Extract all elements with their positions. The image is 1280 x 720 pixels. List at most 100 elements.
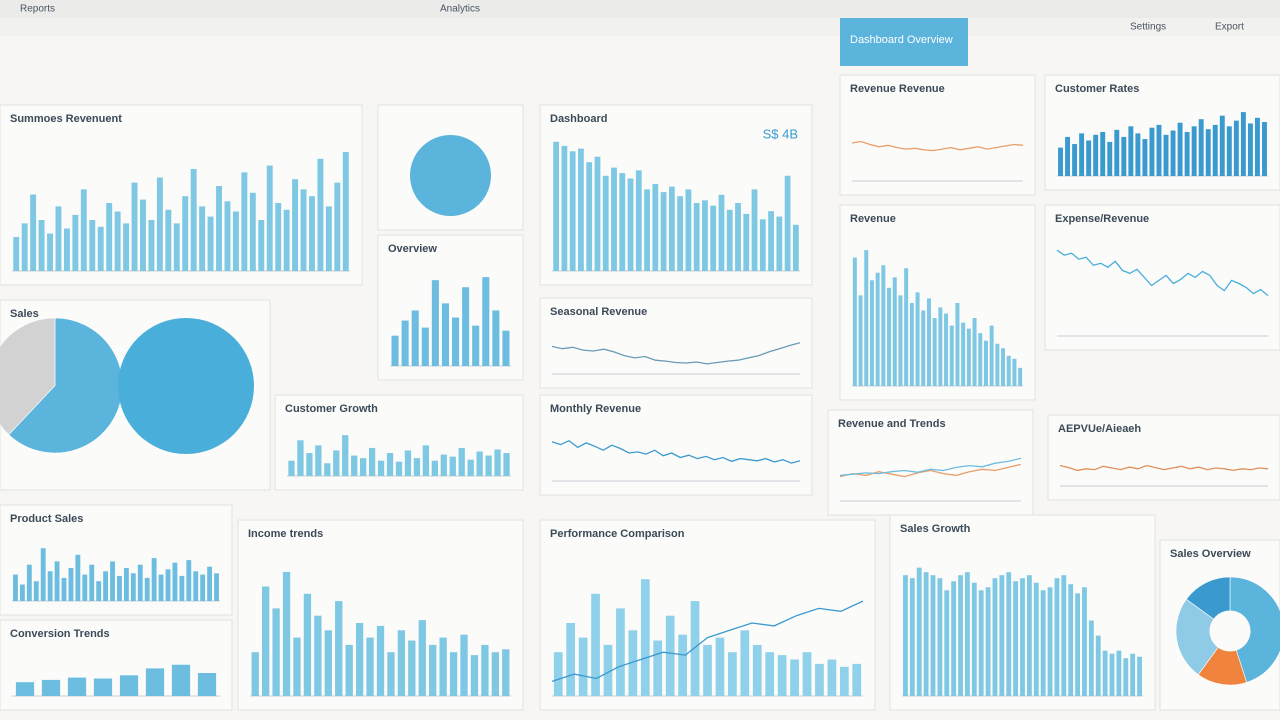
bar bbox=[892, 277, 897, 386]
nav-item[interactable]: Export bbox=[1215, 22, 1244, 33]
bar bbox=[190, 169, 197, 271]
bar bbox=[1262, 122, 1267, 176]
bar bbox=[864, 250, 869, 386]
active-tab[interactable] bbox=[840, 18, 968, 66]
bar bbox=[1226, 126, 1232, 176]
bar bbox=[1121, 136, 1127, 176]
bar bbox=[875, 272, 880, 386]
nav-item[interactable]: Reports bbox=[20, 4, 55, 15]
bar bbox=[685, 189, 692, 271]
bar bbox=[494, 449, 501, 476]
bar bbox=[1135, 133, 1141, 176]
bar bbox=[342, 152, 349, 271]
bar bbox=[80, 189, 87, 271]
bar bbox=[216, 186, 222, 271]
bar bbox=[1026, 575, 1032, 696]
pie-slice bbox=[410, 135, 491, 216]
bar bbox=[1086, 140, 1092, 176]
bar bbox=[67, 677, 87, 696]
bar bbox=[1018, 367, 1023, 386]
panel bbox=[0, 619, 233, 711]
bar bbox=[949, 325, 954, 386]
panel-title: Customer Rates bbox=[1055, 83, 1139, 95]
bar bbox=[324, 463, 331, 476]
panel-title: Sales Overview bbox=[1170, 548, 1251, 560]
bar bbox=[63, 228, 70, 271]
bar bbox=[397, 630, 406, 696]
panel-title: Sales bbox=[10, 308, 39, 320]
bar bbox=[300, 189, 307, 271]
bar bbox=[726, 209, 733, 271]
bar bbox=[710, 205, 717, 271]
nav-item[interactable]: Analytics bbox=[440, 4, 480, 15]
bar bbox=[932, 318, 937, 386]
nav-item[interactable]: Settings bbox=[1130, 22, 1166, 33]
bar bbox=[306, 453, 313, 476]
line bbox=[551, 600, 864, 683]
bar bbox=[103, 571, 109, 601]
bar bbox=[72, 214, 79, 271]
bar bbox=[293, 637, 301, 696]
bar bbox=[740, 630, 750, 696]
bar bbox=[207, 216, 214, 271]
panel-title: Product Sales bbox=[10, 513, 83, 525]
bar bbox=[1020, 578, 1025, 696]
bar bbox=[30, 194, 37, 271]
bar bbox=[13, 574, 18, 601]
bar bbox=[303, 593, 312, 696]
bar bbox=[1123, 658, 1129, 696]
bar bbox=[759, 219, 766, 271]
bar bbox=[958, 575, 963, 696]
panel-title: Summoes Revenuent bbox=[10, 113, 122, 125]
bar bbox=[852, 257, 857, 386]
bar bbox=[395, 461, 403, 476]
bar bbox=[179, 575, 185, 601]
panel-title: Performance Comparison bbox=[550, 528, 685, 540]
bar bbox=[978, 590, 984, 696]
bar bbox=[491, 652, 499, 696]
bar bbox=[802, 652, 812, 696]
bar bbox=[978, 333, 983, 386]
bar bbox=[404, 450, 412, 476]
bar bbox=[961, 322, 966, 386]
panel-title: Revenue and Trends bbox=[838, 418, 946, 430]
bar bbox=[1191, 126, 1197, 176]
bar bbox=[1198, 119, 1204, 176]
bar bbox=[815, 663, 824, 696]
bar bbox=[898, 295, 903, 386]
bar bbox=[193, 571, 199, 601]
bar bbox=[19, 584, 25, 601]
donut-hole bbox=[1209, 610, 1251, 652]
bar bbox=[909, 578, 915, 696]
bar bbox=[690, 601, 700, 696]
bar bbox=[1001, 348, 1006, 386]
panel-title: Monthly Revenue bbox=[550, 403, 641, 415]
bar bbox=[923, 572, 929, 696]
bar bbox=[207, 566, 213, 601]
bar bbox=[1033, 582, 1039, 696]
bar bbox=[334, 182, 341, 271]
bar bbox=[200, 574, 206, 601]
bar bbox=[702, 200, 708, 271]
bar bbox=[481, 644, 489, 696]
bar bbox=[333, 450, 340, 476]
panel-title: Seasonal Revenue bbox=[550, 306, 647, 318]
bar bbox=[75, 554, 81, 601]
bar bbox=[97, 226, 104, 271]
bar bbox=[360, 458, 367, 476]
bar bbox=[677, 196, 684, 271]
bar bbox=[197, 673, 217, 696]
bar bbox=[232, 211, 239, 271]
bar bbox=[616, 608, 625, 696]
bar bbox=[983, 340, 988, 386]
bar bbox=[41, 679, 61, 696]
bar bbox=[123, 568, 129, 601]
bar bbox=[351, 455, 358, 476]
bar bbox=[440, 454, 447, 476]
bar bbox=[869, 280, 874, 386]
panel-title: Conversion Trends bbox=[10, 628, 110, 640]
bar bbox=[992, 578, 998, 696]
bar bbox=[1205, 129, 1211, 176]
bar bbox=[89, 564, 95, 601]
bar bbox=[1177, 122, 1183, 176]
